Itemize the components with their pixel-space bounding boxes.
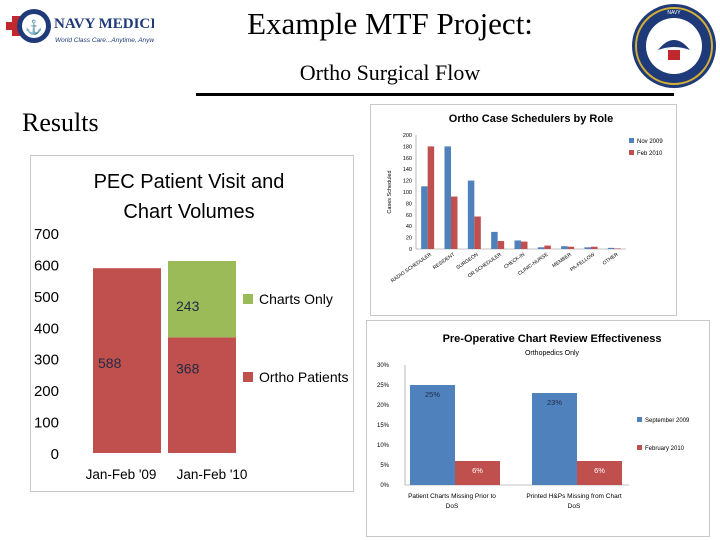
bar-segment (93, 268, 161, 453)
y-tick-label: 200 (403, 133, 412, 139)
slide-title: Example MTF Project: (247, 6, 533, 41)
data-label: 25% (425, 390, 440, 399)
y-tick-label: 20% (377, 403, 390, 409)
y-tick-label: 120 (403, 179, 412, 185)
chart-title: Ortho Case Schedulers by Role (449, 113, 613, 125)
bar (467, 180, 475, 249)
bar (491, 231, 498, 249)
legend-label: September 2009 (645, 418, 690, 424)
bar (544, 245, 551, 249)
data-label: 368 (176, 360, 200, 376)
chart-title: Chart Volumes (123, 201, 254, 223)
y-tick-label: 0 (409, 247, 412, 253)
bar (532, 393, 577, 485)
data-label: 588 (98, 355, 122, 371)
x-tick-label: DoS (568, 503, 581, 510)
y-tick-label: 400 (34, 320, 59, 337)
y-tick-label: 30% (377, 363, 390, 369)
bar (497, 241, 505, 249)
chart-title: Pre-Operative Chart Review Effectiveness (443, 333, 662, 345)
x-tick-label: Jan-Feb '09 (86, 467, 157, 482)
x-tick-label: RESIDENT (432, 252, 456, 271)
y-tick-label: 0 (51, 446, 59, 463)
y-tick-label: 600 (34, 257, 59, 274)
results-label: Results (22, 108, 99, 137)
logo-tagline: World Class Care...Anytime, Anywhere (55, 37, 154, 44)
preop-review-chart: Pre-Operative Chart Review Effectiveness… (366, 320, 710, 537)
x-tick-label: PA-FELLOW (569, 252, 596, 273)
bar (577, 461, 622, 485)
legend-label: Feb 2010 (637, 151, 663, 157)
y-tick-label: 140 (403, 167, 412, 173)
y-tick-label: 60 (406, 213, 412, 219)
bar (607, 247, 615, 249)
y-tick-label: 500 (34, 289, 59, 306)
title-divider (196, 93, 674, 96)
data-label: 6% (594, 466, 605, 475)
legend-swatch (637, 417, 642, 422)
bar (410, 385, 455, 485)
slide-subtitle: Ortho Surgical Flow (299, 60, 481, 85)
bar-segment (168, 260, 236, 338)
legend-swatch (629, 150, 634, 155)
bar (567, 246, 575, 249)
legend-swatch (243, 372, 253, 382)
y-tick-label: 100 (403, 190, 412, 196)
navy-department-seal: NAVY (632, 4, 716, 88)
case-schedulers-chart: Ortho Case Schedulers by Role Cases Sched… (370, 104, 677, 316)
chart-subtitle: Orthopedics Only (525, 350, 580, 357)
data-label: 23% (547, 398, 562, 407)
y-tick-label: 300 (34, 352, 59, 369)
y-tick-label: 700 (34, 226, 59, 243)
x-tick-label: RADIO SCHEDULER (390, 252, 433, 285)
legend-swatch (243, 294, 253, 304)
x-tick-label: Jan-Feb '10 (177, 467, 248, 482)
x-tick-label: Patient Charts Missing Prior to (408, 493, 496, 500)
bar (444, 146, 451, 249)
bar (455, 461, 500, 485)
svg-text:⚓: ⚓ (25, 19, 42, 36)
legend-label: Ortho Patients (259, 369, 349, 385)
bar (584, 247, 591, 249)
bar (561, 246, 568, 249)
y-tick-label: 80 (406, 201, 412, 207)
y-tick-label: 40 (406, 224, 412, 230)
legend-label: February 2010 (645, 446, 685, 452)
navy-medicine-logo: ⚓ NAVY MEDICINE World Class Care...Anyti… (6, 9, 154, 44)
y-tick-label: 100 (34, 415, 59, 432)
bar (591, 246, 598, 249)
y-tick-label: 200 (34, 383, 59, 400)
bar-segment (168, 337, 236, 453)
y-tick-label: 180 (403, 144, 412, 150)
bar (474, 216, 481, 249)
legend-label: Charts Only (259, 291, 333, 307)
bar (521, 241, 528, 249)
x-tick-label: OTHER (602, 252, 620, 267)
y-tick-label: 25% (377, 383, 390, 389)
bar (427, 146, 435, 249)
data-label: 243 (176, 298, 200, 314)
pec-volume-chart: PEC Patient Visit and Chart Volumes 0 100 20… (30, 155, 354, 492)
y-tick-label: 10% (377, 443, 390, 449)
y-tick-label: 20 (406, 236, 412, 242)
bar (421, 186, 428, 249)
bar (451, 196, 458, 249)
x-tick-label: Printed H&Ps Missing from Chart (526, 493, 622, 500)
logo-text: NAVY MEDICINE (54, 16, 154, 32)
y-tick-label: 5% (380, 463, 389, 469)
y-tick-label: 160 (403, 156, 412, 162)
legend-label: Nov 2009 (637, 139, 663, 145)
legend-swatch (629, 138, 634, 143)
bar (537, 247, 545, 249)
y-tick-label: 15% (377, 423, 390, 429)
y-axis-label: Cases Scheduled (387, 170, 393, 213)
bar (514, 240, 521, 249)
y-tick-label: 0% (380, 483, 389, 489)
chart-title: PEC Patient Visit and (94, 171, 285, 193)
legend-swatch (637, 445, 642, 450)
x-tick-label: DoS (446, 503, 459, 510)
data-label: 6% (472, 466, 483, 475)
svg-text:NAVY: NAVY (667, 10, 681, 16)
bar (614, 248, 621, 249)
